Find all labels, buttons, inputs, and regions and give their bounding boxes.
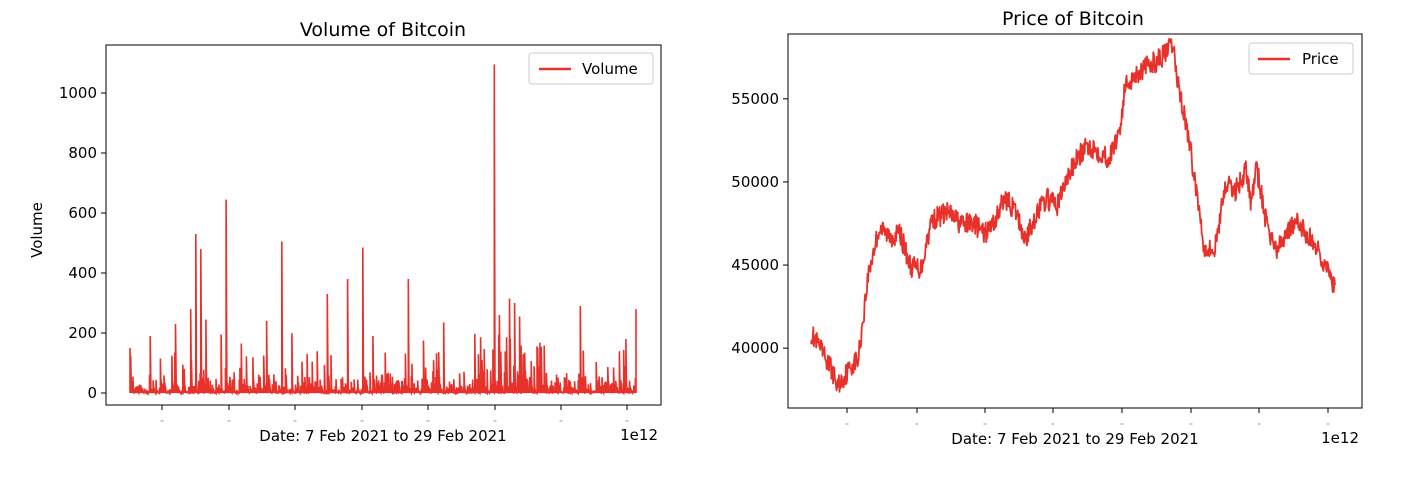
volume-x-offset-text: 1e12 [620, 426, 658, 444]
price-line [810, 38, 1336, 393]
y-tick-label: 1000 [59, 84, 97, 102]
y-tick-label: 200 [68, 324, 97, 342]
y-tick-label: 0 [87, 384, 97, 402]
volume-y-axis-label: Volume [28, 202, 46, 258]
volume-chart-title: Volume of Bitcoin [300, 19, 466, 41]
volume-series [129, 64, 637, 397]
y-tick-label: 600 [68, 204, 97, 222]
volume-chart: Volume of Bitcoin 0 200 400 600 800 1000 Volu… [28, 19, 662, 445]
volume-legend-box [528, 52, 654, 85]
price-x-axis-label: Date: 7 Feb 2021 to 29 Feb 2021 [951, 430, 1198, 448]
volume-plot-area [105, 44, 662, 406]
price-legend: Price [1248, 42, 1354, 75]
volume-x-axis-label: Date: 7 Feb 2021 to 29 Feb 2021 [259, 427, 506, 445]
volume-y-ticks: 0 200 400 600 800 1000 [59, 84, 106, 402]
y-tick-label: 40000 [731, 339, 779, 357]
price-legend-box [1248, 42, 1354, 75]
y-tick-label: 45000 [731, 256, 779, 274]
price-chart-title: Price of Bitcoin [1002, 8, 1144, 30]
y-tick-label: 55000 [731, 90, 779, 108]
price-y-ticks: 40000 45000 50000 55000 [731, 90, 788, 357]
price-x-ticks [845, 408, 1330, 425]
volume-legend: Volume [528, 52, 654, 85]
volume-line [129, 64, 637, 397]
price-plot-area [787, 33, 1363, 409]
y-tick-label: 50000 [731, 173, 779, 191]
price-legend-label: Price [1302, 50, 1339, 68]
y-tick-label: 400 [68, 264, 97, 282]
price-x-offset-text: 1e12 [1321, 429, 1359, 447]
volume-x-ticks [160, 405, 629, 422]
y-tick-label: 800 [68, 144, 97, 162]
volume-legend-label: Volume [582, 60, 638, 78]
price-series [810, 38, 1336, 393]
price-chart: Price of Bitcoin 40000 45000 50000 55000 Da… [731, 8, 1363, 448]
